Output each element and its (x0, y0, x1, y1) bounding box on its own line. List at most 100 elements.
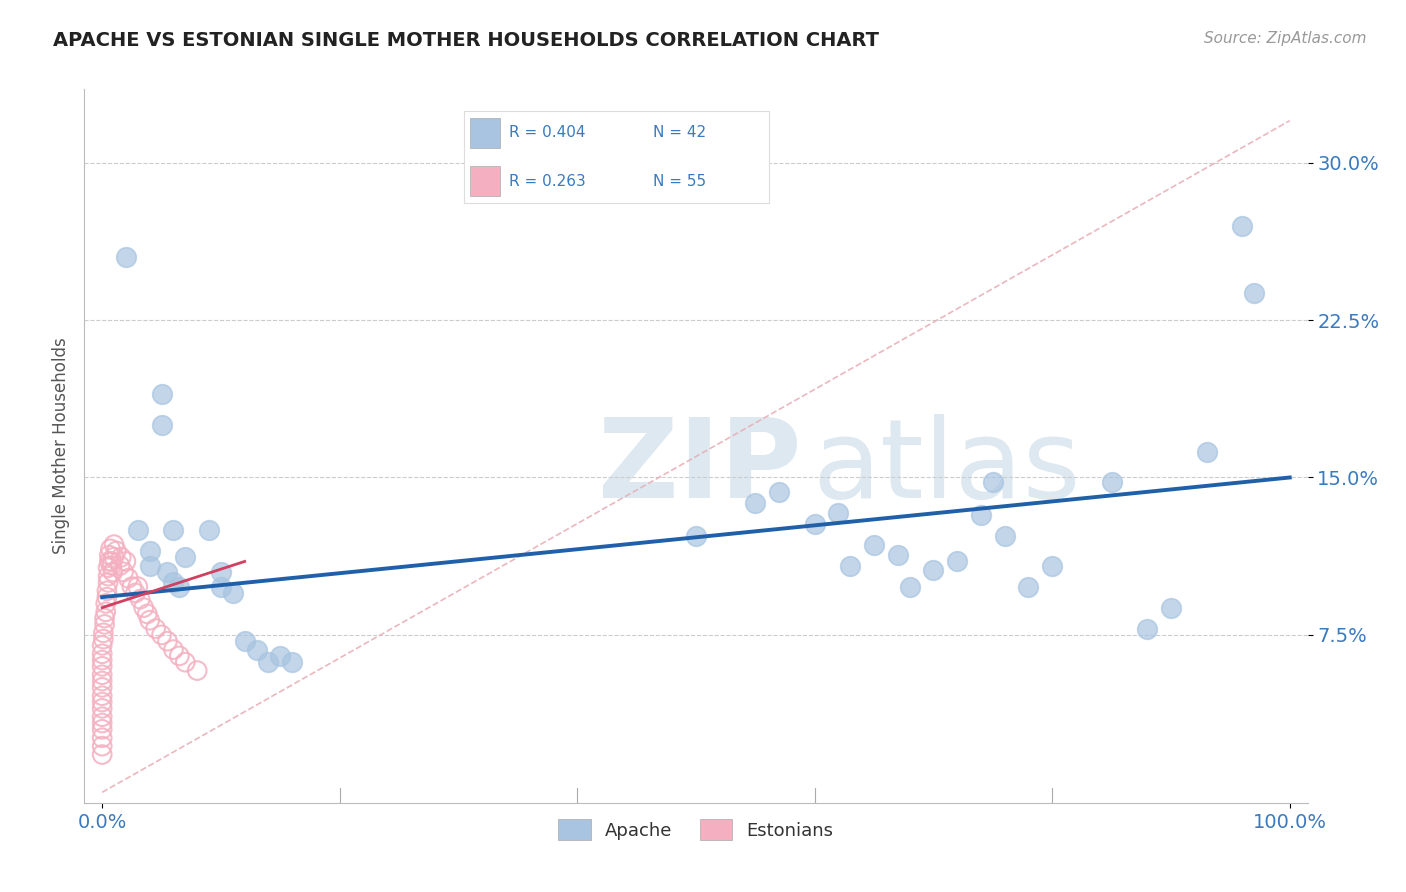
Point (112, 565, 135, 579)
Point (97, 575, 120, 590)
Point (887, 548, 910, 562)
Point (1040, 558, 1063, 573)
Point (91, 689, 114, 703)
Point (97, 569, 120, 583)
Point (91, 695, 114, 709)
Point (1018, 580, 1040, 594)
Point (1232, 219, 1254, 233)
Point (91, 667, 114, 681)
Point (96, 590, 118, 604)
Point (156, 565, 179, 579)
Point (245, 642, 267, 657)
Point (100, 558, 122, 573)
Point (91, 647, 114, 661)
Point (127, 580, 149, 594)
Point (150, 628, 173, 642)
Point (162, 642, 184, 657)
Point (150, 386, 173, 401)
Point (117, 571, 139, 585)
Point (803, 516, 825, 531)
Point (91, 639, 114, 653)
Point (91, 653, 114, 667)
Point (156, 634, 179, 648)
Point (174, 655, 197, 669)
Point (222, 586, 245, 600)
Point (827, 506, 849, 520)
Point (768, 485, 790, 500)
Point (124, 586, 146, 600)
Point (169, 648, 191, 663)
Point (839, 558, 862, 573)
Point (209, 580, 232, 594)
Point (103, 538, 125, 552)
Point (94, 605, 117, 619)
Point (162, 523, 184, 537)
Point (946, 554, 969, 568)
Point (127, 523, 149, 537)
Text: APACHE VS ESTONIAN SINGLE MOTHER HOUSEHOLDS CORRELATION CHART: APACHE VS ESTONIAN SINGLE MOTHER HOUSEHO… (53, 31, 879, 50)
Point (132, 600, 155, 615)
Point (105, 544, 128, 558)
Point (209, 565, 232, 579)
Point (91, 739, 114, 753)
Point (981, 475, 1004, 489)
Point (138, 558, 160, 573)
Point (169, 580, 191, 594)
Point (281, 655, 304, 669)
Point (98, 554, 121, 568)
Point (110, 550, 132, 565)
Point (145, 622, 167, 636)
Point (91, 723, 114, 737)
Point (233, 634, 256, 648)
Text: Source: ZipAtlas.com: Source: ZipAtlas.com (1204, 31, 1367, 46)
Point (91, 731, 114, 745)
Point (898, 580, 921, 594)
Point (97, 560, 120, 574)
Point (91, 701, 114, 715)
Y-axis label: Single Mother Households: Single Mother Households (52, 338, 70, 554)
Point (115, 250, 138, 264)
Text: atlas: atlas (813, 414, 1081, 521)
Point (100, 541, 122, 556)
Point (922, 563, 945, 577)
Point (162, 575, 184, 590)
Point (121, 580, 143, 594)
Point (970, 508, 993, 523)
Point (1101, 475, 1123, 489)
Point (91, 659, 114, 673)
Point (138, 613, 160, 627)
Point (91, 716, 114, 731)
Point (685, 529, 707, 543)
Point (863, 538, 886, 552)
Point (174, 550, 197, 565)
Point (101, 565, 124, 579)
Point (108, 558, 131, 573)
Point (198, 523, 221, 537)
Point (1136, 622, 1159, 636)
Point (96, 583, 118, 598)
Text: ZIP: ZIP (598, 414, 801, 521)
Point (93, 617, 115, 632)
Point (93, 625, 115, 640)
Point (103, 550, 125, 565)
Point (115, 554, 138, 568)
Point (994, 529, 1017, 543)
Point (129, 592, 152, 607)
Point (744, 496, 766, 510)
Point (91, 710, 114, 724)
Point (1243, 285, 1265, 300)
Point (186, 664, 208, 678)
Point (91, 747, 114, 762)
Legend: Apache, Estonians: Apache, Estonians (551, 812, 841, 847)
Point (150, 417, 173, 432)
Point (138, 544, 160, 558)
Point (93, 632, 115, 646)
Point (93, 611, 115, 625)
Point (91, 674, 114, 689)
Point (269, 648, 291, 663)
Point (136, 607, 159, 621)
Point (91, 681, 114, 695)
Point (94, 596, 117, 610)
Point (1195, 445, 1218, 459)
Point (1160, 600, 1182, 615)
